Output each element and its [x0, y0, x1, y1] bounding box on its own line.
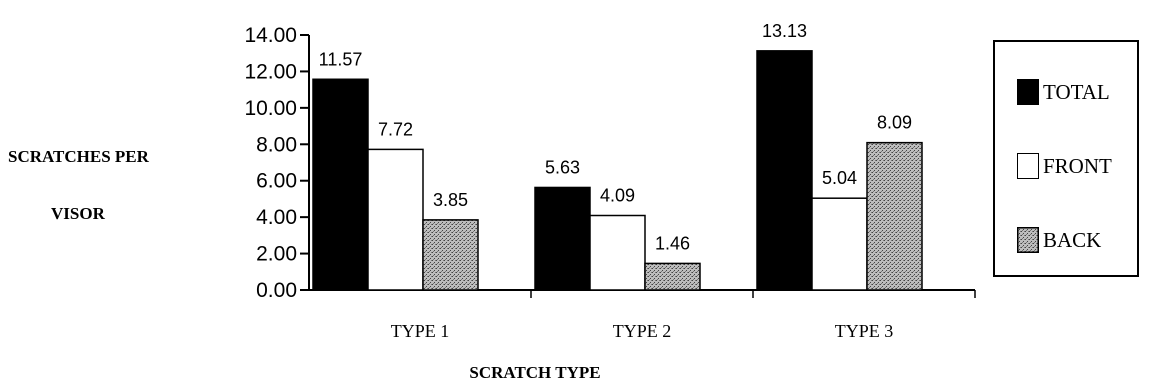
y-tick-label: 0.00: [256, 279, 297, 302]
x-axis-label: SCRATCH TYPE: [469, 363, 601, 382]
legend-item-front: FRONT: [1017, 150, 1112, 182]
y-axis-label: SCRATCHES PER VISOR: [8, 148, 208, 222]
y-tick-label: 6.00: [256, 170, 297, 193]
y-tick-label: 4.00: [256, 206, 297, 229]
legend-swatch-back: [1017, 227, 1039, 253]
data-labels: TYPE 1 11.57 7.72 3.85 TYPE 2 5.63 4.09 1.46 TYP…: [319, 21, 912, 341]
y-tick-label: 8.00: [256, 133, 297, 156]
data-label: 5.04: [822, 168, 857, 188]
y-tick-label: 2.00: [256, 243, 297, 266]
bar-back-2: [644, 262, 701, 291]
bar-front-3: [811, 197, 868, 291]
legend: TOTAL FRONT BACK: [993, 40, 1139, 277]
bar-back-1: [422, 219, 479, 291]
bar-total-3: [756, 50, 813, 291]
legend-label-total: TOTAL: [1043, 79, 1110, 104]
legend-label-back: BACK: [1043, 227, 1102, 252]
bar-front-1: [367, 148, 424, 291]
bars: [312, 50, 923, 291]
bar-total-2: [534, 186, 591, 291]
bar-total-1: [312, 78, 369, 291]
y-axis-label-line2: VISOR: [51, 204, 105, 223]
bar-back-3: [866, 141, 923, 291]
data-label: 8.09: [877, 113, 912, 133]
data-label: 11.57: [319, 49, 363, 69]
x-tick-label: TYPE 1: [391, 321, 450, 341]
y-axis-label-line1: SCRATCHES PER: [8, 147, 149, 166]
data-label: 4.09: [600, 186, 635, 206]
data-label: 1.46: [655, 233, 690, 253]
bar-front-2: [589, 214, 646, 291]
legend-label-front: FRONT: [1043, 153, 1112, 178]
x-tick-label: TYPE 3: [835, 321, 894, 341]
x-tick-label: TYPE 2: [613, 321, 672, 341]
legend-swatch-total: [1017, 79, 1039, 105]
data-label: 7.72: [378, 119, 413, 139]
legend-item-back: BACK: [1017, 224, 1101, 256]
legend-item-total: TOTAL: [1017, 76, 1110, 108]
data-label: 3.85: [433, 190, 468, 210]
y-tick-label: 14.00: [244, 24, 297, 47]
y-tick-label: 10.00: [244, 97, 297, 120]
y-tick-label: 12.00: [244, 60, 297, 83]
legend-swatch-front: [1017, 153, 1039, 179]
data-label: 13.13: [762, 21, 807, 41]
data-label: 5.63: [545, 157, 580, 177]
